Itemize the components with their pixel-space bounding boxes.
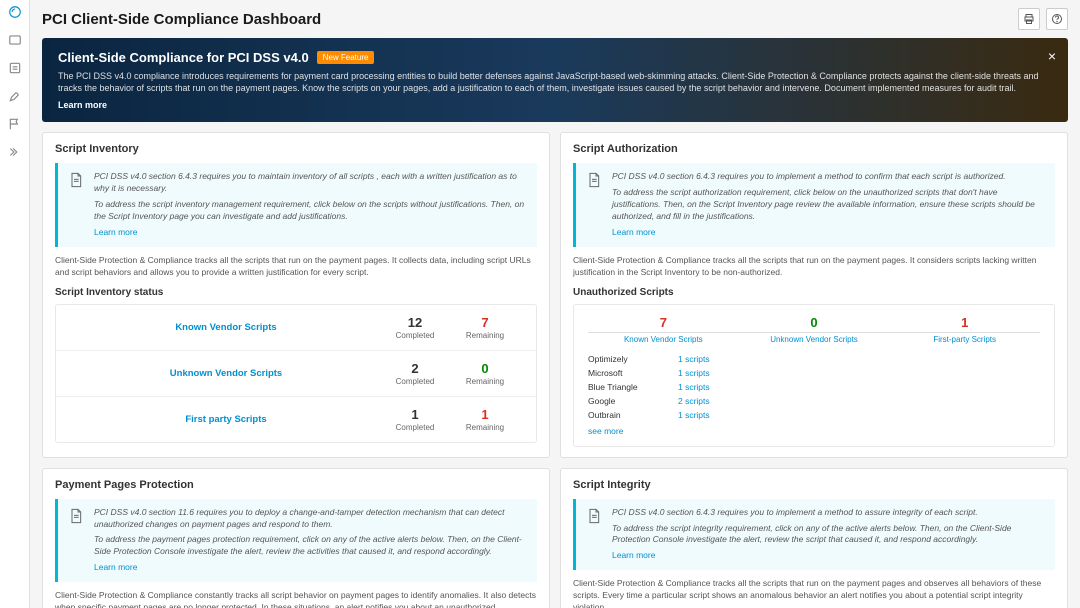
authorization-summary: 7 Known Vendor Scripts0 Unknown Vendor Scr… [573, 304, 1055, 447]
vendor-script-count: 1 scripts [678, 382, 710, 392]
status-row[interactable]: First party Scripts 1Completed 1Remainin… [56, 397, 536, 442]
print-button[interactable] [1018, 8, 1040, 30]
callout-learn-more-link[interactable]: Learn more [94, 562, 137, 572]
protection-callout: PCI DSS v4.0 section 11.6 requires you t… [55, 499, 537, 582]
auth-count: 1 [889, 315, 1040, 330]
payment-protection-card: Payment Pages Protection PCI DSS v4.0 se… [42, 468, 550, 608]
status-row[interactable]: Known Vendor Scripts 12Completed 7Remain… [56, 305, 536, 351]
nav-dashboard-icon[interactable] [7, 4, 23, 20]
remaining-count: 1 [450, 407, 520, 422]
inventory-status-table: Known Vendor Scripts 12Completed 7Remain… [55, 304, 537, 443]
status-label: Known Vendor Scripts [72, 322, 380, 333]
nav-inbox-icon[interactable] [7, 32, 23, 48]
callout-body: To address the script authorization requ… [612, 187, 1045, 223]
script-integrity-card: Script Integrity PCI DSS v4.0 section 6.… [560, 468, 1068, 608]
completed-count: 12 [380, 315, 450, 330]
remaining-count: 7 [450, 315, 520, 330]
nav-flag-icon[interactable] [7, 116, 23, 132]
unauthorized-scripts-title: Unauthorized Scripts [573, 287, 1055, 298]
completed-count: 1 [380, 407, 450, 422]
callout-learn-more-link[interactable]: Learn more [612, 550, 655, 560]
script-inventory-card: Script Inventory PCI DSS v4.0 section 6.… [42, 132, 550, 457]
card-title: Script Inventory [55, 143, 537, 155]
new-feature-badge: New Feature [317, 51, 375, 64]
completed-label: Completed [380, 423, 450, 432]
callout-intro: PCI DSS v4.0 section 6.4.3 requires you … [612, 507, 1045, 519]
banner-description: The PCI DSS v4.0 compliance introduces r… [58, 71, 1052, 94]
completed-label: Completed [380, 377, 450, 386]
integrity-callout: PCI DSS v4.0 section 6.4.3 requires you … [573, 499, 1055, 571]
callout-intro: PCI DSS v4.0 section 11.6 requires you t… [94, 507, 527, 531]
callout-body: To address the script inventory manageme… [94, 199, 527, 223]
callout-learn-more-link[interactable]: Learn more [612, 227, 655, 237]
callout-body: To address the script integrity requirem… [612, 523, 1045, 547]
remaining-count: 0 [450, 361, 520, 376]
vendor-name: Blue Triangle [588, 382, 678, 392]
auth-summary-col[interactable]: 0 Unknown Vendor Scripts [739, 315, 890, 344]
auth-vendor-item[interactable]: Google2 scripts [588, 394, 1040, 408]
card-description: Client-Side Protection & Compliance trac… [573, 255, 1055, 279]
script-authorization-card: Script Authorization PCI DSS v4.0 sectio… [560, 132, 1068, 457]
page-header: PCI Client-Side Compliance Dashboard [42, 8, 1068, 30]
auth-col-label: Known Vendor Scripts [588, 332, 739, 344]
callout-intro: PCI DSS v4.0 section 6.4.3 requires you … [612, 171, 1045, 183]
card-description: Client-Side Protection & Compliance trac… [55, 255, 537, 279]
sidebar [0, 0, 30, 608]
document-icon [68, 507, 86, 574]
auth-summary-col[interactable]: 7 Known Vendor Scripts [588, 315, 739, 344]
vendor-name: Optimizely [588, 354, 678, 364]
document-icon [586, 171, 604, 238]
card-title: Script Integrity [573, 479, 1055, 491]
authorization-callout: PCI DSS v4.0 section 6.4.3 requires you … [573, 163, 1055, 246]
callout-learn-more-link[interactable]: Learn more [94, 227, 137, 237]
see-more-link[interactable]: see more [588, 426, 1040, 436]
inventory-callout: PCI DSS v4.0 section 6.4.3 requires you … [55, 163, 537, 246]
vendor-script-count: 1 scripts [678, 354, 710, 364]
status-label: Unknown Vendor Scripts [72, 368, 380, 379]
nav-expand-icon[interactable] [7, 144, 23, 160]
callout-intro: PCI DSS v4.0 section 6.4.3 requires you … [94, 171, 527, 195]
vendor-script-count: 2 scripts [678, 396, 710, 406]
nav-list-icon[interactable] [7, 60, 23, 76]
vendor-name: Outbrain [588, 410, 678, 420]
auth-count: 0 [739, 315, 890, 330]
auth-summary-col[interactable]: 1 First-party Scripts [889, 315, 1040, 344]
remaining-label: Remaining [450, 377, 520, 386]
page-title: PCI Client-Side Compliance Dashboard [42, 11, 321, 28]
vendor-name: Microsoft [588, 368, 678, 378]
status-row[interactable]: Unknown Vendor Scripts 2Completed 0Remai… [56, 351, 536, 397]
auth-count: 7 [588, 315, 739, 330]
nav-tools-icon[interactable] [7, 88, 23, 104]
completed-label: Completed [380, 331, 450, 340]
auth-vendor-item[interactable]: Optimizely1 scripts [588, 352, 1040, 366]
card-title: Script Authorization [573, 143, 1055, 155]
card-description: Client-Side Protection & Compliance cons… [55, 590, 537, 608]
vendor-name: Google [588, 396, 678, 406]
completed-count: 2 [380, 361, 450, 376]
document-icon [586, 507, 604, 563]
vendor-script-count: 1 scripts [678, 410, 710, 420]
remaining-label: Remaining [450, 423, 520, 432]
auth-vendor-item[interactable]: Microsoft1 scripts [588, 366, 1040, 380]
feature-banner: Client-Side Compliance for PCI DSS v4.0 … [42, 38, 1068, 122]
card-title: Payment Pages Protection [55, 479, 537, 491]
inventory-status-title: Script Inventory status [55, 287, 537, 298]
close-icon[interactable]: × [1048, 48, 1056, 64]
callout-body: To address the payment pages protection … [94, 534, 527, 558]
auth-vendor-item[interactable]: Outbrain1 scripts [588, 408, 1040, 422]
banner-learn-more-link[interactable]: Learn more [58, 100, 1052, 110]
banner-title: Client-Side Compliance for PCI DSS v4.0 [58, 50, 309, 65]
vendor-script-count: 1 scripts [678, 368, 710, 378]
help-button[interactable] [1046, 8, 1068, 30]
status-label: First party Scripts [72, 414, 380, 425]
card-description: Client-Side Protection & Compliance trac… [573, 578, 1055, 608]
auth-col-label: First-party Scripts [889, 332, 1040, 344]
main-content: PCI Client-Side Compliance Dashboard Cli… [30, 0, 1080, 608]
auth-vendor-item[interactable]: Blue Triangle1 scripts [588, 380, 1040, 394]
remaining-label: Remaining [450, 331, 520, 340]
document-icon [68, 171, 86, 238]
auth-col-label: Unknown Vendor Scripts [739, 332, 890, 344]
